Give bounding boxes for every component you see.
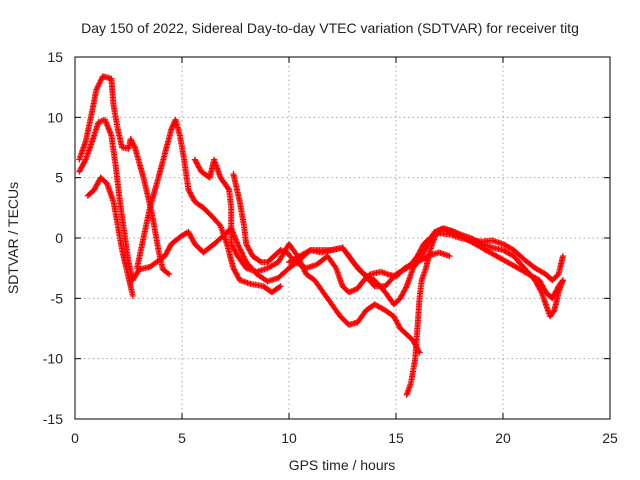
data-point <box>537 287 544 294</box>
data-point <box>241 256 248 263</box>
data-point <box>238 249 245 256</box>
data-point <box>446 253 453 260</box>
chart-title: Day 150 of 2022, Sidereal Day-to-day VTE… <box>81 20 579 36</box>
y-tick-label: 0 <box>55 230 63 246</box>
x-tick-label: 5 <box>178 430 186 446</box>
data-point <box>225 185 232 192</box>
data-point <box>239 250 246 257</box>
data-point <box>402 284 409 291</box>
data-point <box>168 125 175 132</box>
data-point <box>241 254 248 261</box>
data-point <box>237 246 244 253</box>
data-point <box>235 242 242 249</box>
y-axis-title: SDTVAR / TECUs <box>5 182 21 294</box>
x-tick-label: 15 <box>388 430 404 446</box>
data-point <box>256 258 263 265</box>
y-tick-label: 15 <box>47 49 63 65</box>
data-point <box>559 253 566 260</box>
series-track-5 <box>191 156 423 356</box>
grid-lines <box>75 57 610 419</box>
x-axis-title: GPS time / hours <box>289 457 396 473</box>
tick-labels: 0 5 10 15 20 25 -15 -10 -5 0 5 10 15 <box>43 49 618 446</box>
y-tick-label: -5 <box>51 290 64 306</box>
y-tick-label: -10 <box>43 351 63 367</box>
y-tick-label: 5 <box>55 170 63 186</box>
x-tick-label: 20 <box>495 430 511 446</box>
data-point <box>129 292 136 299</box>
series-track-3 <box>84 174 136 299</box>
data-point <box>168 126 175 133</box>
data-point <box>239 252 246 259</box>
x-tick-label: 0 <box>71 430 79 446</box>
data-point <box>169 123 176 130</box>
axis-ticks <box>74 56 611 420</box>
data-point <box>550 308 557 315</box>
data-point <box>240 253 247 260</box>
data-point <box>276 284 283 291</box>
series-track-4 <box>134 116 284 296</box>
y-tick-label: 10 <box>47 109 63 125</box>
series-track-1 <box>76 73 173 278</box>
data-point <box>237 247 244 254</box>
y-tick-label: -15 <box>43 411 63 427</box>
data-point <box>559 277 566 284</box>
x-tick-label: 25 <box>602 430 618 446</box>
data-points <box>76 73 566 398</box>
data-point <box>277 283 284 290</box>
data-point <box>170 122 177 129</box>
data-point <box>477 240 484 247</box>
data-point <box>234 241 241 248</box>
data-point <box>236 245 243 252</box>
data-point <box>81 157 88 164</box>
x-tick-label: 10 <box>281 430 297 446</box>
series-track-8 <box>403 225 566 398</box>
data-point <box>235 243 242 250</box>
data-point <box>166 271 173 278</box>
data-point <box>164 270 171 277</box>
